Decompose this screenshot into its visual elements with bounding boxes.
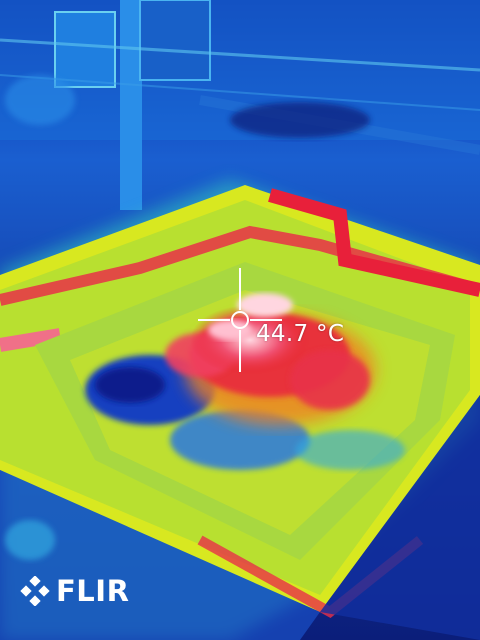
flir-logo: FLIR [20,576,129,606]
spot-temperature-readout: 44.7 °C [256,321,345,347]
brand-name: FLIR [56,573,130,608]
flir-diamond-icon [20,576,50,606]
